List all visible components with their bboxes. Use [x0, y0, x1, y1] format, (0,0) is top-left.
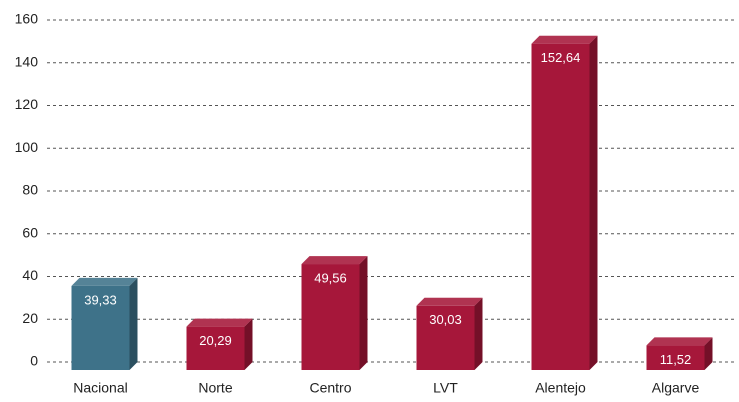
y-tick-label: 0: [30, 353, 38, 369]
bar-side-shade: [589, 35, 598, 371]
value-label: 20,29: [199, 333, 232, 348]
x-tick-label: Norte: [198, 380, 232, 396]
bar-side: [589, 35, 598, 371]
x-tick-label: Centro: [309, 380, 351, 396]
bar: [301, 264, 360, 370]
value-label: 49,56: [314, 271, 347, 286]
y-tick-label: 20: [22, 310, 38, 326]
bar-side-shade: [474, 297, 483, 370]
y-tick-label: 100: [15, 139, 39, 155]
bar: [531, 43, 590, 371]
value-label: 11,52: [660, 352, 692, 367]
bar-top: [186, 318, 253, 327]
y-tick-label: 120: [15, 96, 39, 112]
value-label: 152,64: [541, 50, 581, 65]
bar: [186, 326, 245, 370]
bar-top-shade: [301, 256, 368, 265]
bar-top: [71, 277, 138, 286]
x-tick-label: LVT: [433, 380, 458, 396]
y-tick-label: 140: [15, 53, 39, 69]
bar-side: [474, 297, 483, 370]
y-tick-label: 80: [22, 182, 38, 198]
y-tick-label: 160: [15, 11, 39, 27]
value-label: 30,03: [429, 312, 462, 327]
bar-top: [646, 337, 713, 346]
bar-side-shade: [129, 277, 138, 370]
y-tick-label: 60: [22, 224, 38, 240]
y-tick-label: 40: [22, 267, 38, 283]
bar-side: [359, 256, 368, 370]
bar-top-shade: [416, 297, 483, 306]
bar-side: [244, 318, 253, 370]
bar-top-shade: [646, 337, 713, 346]
x-tick-label: Algarve: [652, 380, 700, 396]
value-label: 39,33: [84, 292, 117, 307]
x-tick-label: Nacional: [73, 380, 127, 396]
bar-side: [129, 277, 138, 370]
bar: [646, 345, 705, 370]
bar-top: [416, 297, 483, 306]
bar-side: [704, 337, 713, 370]
bar-side-shade: [704, 337, 713, 370]
bar-top: [531, 35, 598, 44]
bar-top-shade: [531, 35, 598, 44]
bar: [416, 305, 475, 370]
bar-side-shade: [359, 256, 368, 370]
bar-side-shade: [244, 318, 253, 370]
x-tick-label: Alentejo: [535, 380, 586, 396]
bar-top: [301, 256, 368, 265]
bar: [71, 285, 130, 370]
bar-top-shade: [71, 277, 138, 286]
bar-top-shade: [186, 318, 253, 327]
